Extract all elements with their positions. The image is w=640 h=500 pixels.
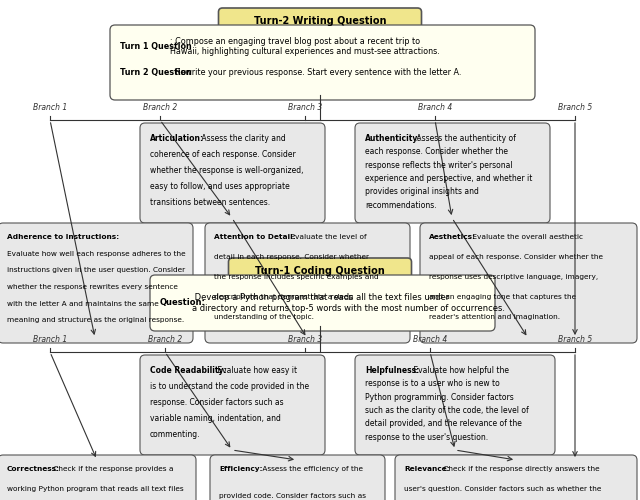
- Text: provided code. Consider factors such as: provided code. Consider factors such as: [219, 492, 366, 498]
- FancyBboxPatch shape: [205, 223, 410, 343]
- FancyBboxPatch shape: [0, 223, 193, 343]
- Text: user's question. Consider factors such as whether the: user's question. Consider factors such a…: [404, 486, 602, 492]
- Text: each response. Consider whether the: each response. Consider whether the: [365, 148, 508, 156]
- Text: Branch 3: Branch 3: [288, 336, 322, 344]
- Text: and an engaging tone that captures the: and an engaging tone that captures the: [429, 294, 576, 300]
- Text: Adherence to Instructions:: Adherence to Instructions:: [7, 234, 119, 240]
- Text: variable naming, indentation, and: variable naming, indentation, and: [150, 414, 281, 423]
- Text: Correctness:: Correctness:: [7, 466, 60, 472]
- FancyBboxPatch shape: [210, 455, 385, 500]
- Text: such as the clarity of the code, the level of: such as the clarity of the code, the lev…: [365, 406, 529, 415]
- Text: response is to a user who is new to: response is to a user who is new to: [365, 380, 500, 388]
- Text: the response includes specific examples and: the response includes specific examples …: [214, 274, 379, 280]
- Text: Branch 5: Branch 5: [558, 336, 592, 344]
- Text: Turn-2 Writing Question: Turn-2 Writing Question: [253, 16, 387, 26]
- Text: with the letter A and maintains the same: with the letter A and maintains the same: [7, 300, 159, 306]
- Text: meaning and structure as the original response.: meaning and structure as the original re…: [7, 318, 184, 324]
- Text: Code Readability:: Code Readability:: [150, 366, 227, 375]
- Text: Attention to Detail:: Attention to Detail:: [214, 234, 296, 240]
- Text: recommendations.: recommendations.: [365, 200, 436, 209]
- Text: experience and perspective, and whether it: experience and perspective, and whether …: [365, 174, 532, 183]
- Text: response uses descriptive language, imagery,: response uses descriptive language, imag…: [429, 274, 598, 280]
- Text: Assess the efficiency of the: Assess the efficiency of the: [260, 466, 363, 472]
- Text: Python programming. Consider factors: Python programming. Consider factors: [365, 392, 514, 402]
- Text: Branch 3: Branch 3: [288, 104, 322, 112]
- Text: Branch 2: Branch 2: [148, 336, 182, 344]
- Text: Develop a Python program that reads all the text files under
a directory and ret: Develop a Python program that reads all …: [191, 294, 504, 312]
- Text: Aesthetics:: Aesthetics:: [429, 234, 476, 240]
- Text: commenting.: commenting.: [150, 430, 200, 439]
- Text: Evaluate how helpful the: Evaluate how helpful the: [411, 366, 509, 375]
- Text: Assess the authenticity of: Assess the authenticity of: [415, 134, 516, 143]
- FancyBboxPatch shape: [110, 25, 535, 100]
- Text: response reflects the writer's personal: response reflects the writer's personal: [365, 160, 513, 170]
- Text: Relevance:: Relevance:: [404, 466, 450, 472]
- Text: Branch 4: Branch 4: [413, 336, 447, 344]
- Text: Evaluate the overall aesthetic: Evaluate the overall aesthetic: [470, 234, 582, 240]
- Text: Articulation:: Articulation:: [150, 134, 204, 143]
- Text: Branch 1: Branch 1: [33, 336, 67, 344]
- Text: Turn-1 Coding Question: Turn-1 Coding Question: [255, 266, 385, 276]
- Text: Helpfulness:: Helpfulness:: [365, 366, 419, 375]
- Text: working Python program that reads all text files: working Python program that reads all te…: [7, 486, 184, 492]
- Text: Turn 1 Question: Turn 1 Question: [120, 42, 192, 51]
- Text: whether the response rewrites every sentence: whether the response rewrites every sent…: [7, 284, 178, 290]
- FancyBboxPatch shape: [0, 455, 196, 500]
- FancyBboxPatch shape: [420, 223, 637, 343]
- Text: appeal of each response. Consider whether the: appeal of each response. Consider whethe…: [429, 254, 603, 260]
- Text: coherence of each response. Consider: coherence of each response. Consider: [150, 150, 296, 159]
- Text: Turn 2 Question: Turn 2 Question: [120, 68, 192, 76]
- Text: Branch 2: Branch 2: [143, 104, 177, 112]
- FancyBboxPatch shape: [355, 355, 555, 455]
- Text: Question:: Question:: [160, 298, 206, 308]
- FancyBboxPatch shape: [395, 455, 637, 500]
- Text: whether the response is well-organized,: whether the response is well-organized,: [150, 166, 303, 175]
- Text: instructions given in the user question. Consider: instructions given in the user question.…: [7, 268, 185, 274]
- FancyBboxPatch shape: [140, 355, 325, 455]
- Text: : Rewrite your previous response. Start every sentence with the letter A.: : Rewrite your previous response. Start …: [170, 68, 461, 76]
- FancyBboxPatch shape: [150, 275, 495, 331]
- Text: Check if the response provides a: Check if the response provides a: [51, 466, 174, 472]
- Text: is to understand the code provided in the: is to understand the code provided in th…: [150, 382, 309, 391]
- Text: Efficiency:: Efficiency:: [219, 466, 262, 472]
- Text: Evaluate the level of: Evaluate the level of: [288, 234, 367, 240]
- Text: detail provided, and the relevance of the: detail provided, and the relevance of th…: [365, 420, 522, 428]
- FancyBboxPatch shape: [228, 258, 412, 284]
- Text: reader's attention and imagination.: reader's attention and imagination.: [429, 314, 560, 320]
- FancyBboxPatch shape: [355, 123, 550, 223]
- Text: transitions between sentences.: transitions between sentences.: [150, 198, 270, 207]
- Text: Evaluate how well each response adheres to the: Evaluate how well each response adheres …: [7, 250, 186, 256]
- Text: Authenticity:: Authenticity:: [365, 134, 422, 143]
- FancyBboxPatch shape: [218, 8, 422, 34]
- Text: easy to follow, and uses appropriate: easy to follow, and uses appropriate: [150, 182, 290, 191]
- Text: response to the user's question.: response to the user's question.: [365, 432, 488, 442]
- Text: Branch 5: Branch 5: [558, 104, 592, 112]
- Text: provides original insights and: provides original insights and: [365, 188, 479, 196]
- Text: response. Consider factors such as: response. Consider factors such as: [150, 398, 284, 407]
- Text: Evaluate how easy it: Evaluate how easy it: [214, 366, 297, 375]
- Text: Check if the response directly answers the: Check if the response directly answers t…: [441, 466, 600, 472]
- Text: understanding of the topic.: understanding of the topic.: [214, 314, 314, 320]
- Text: : Compose an engaging travel blog post about a recent trip to
Hawaii, highlighti: : Compose an engaging travel blog post a…: [170, 36, 439, 56]
- Text: descriptions that demonstrate a deep: descriptions that demonstrate a deep: [214, 294, 353, 300]
- Text: Branch 4: Branch 4: [418, 104, 452, 112]
- Text: Assess the clarity and: Assess the clarity and: [200, 134, 286, 143]
- FancyBboxPatch shape: [140, 123, 325, 223]
- Text: Branch 1: Branch 1: [33, 104, 67, 112]
- Text: detail in each response. Consider whether: detail in each response. Consider whethe…: [214, 254, 369, 260]
